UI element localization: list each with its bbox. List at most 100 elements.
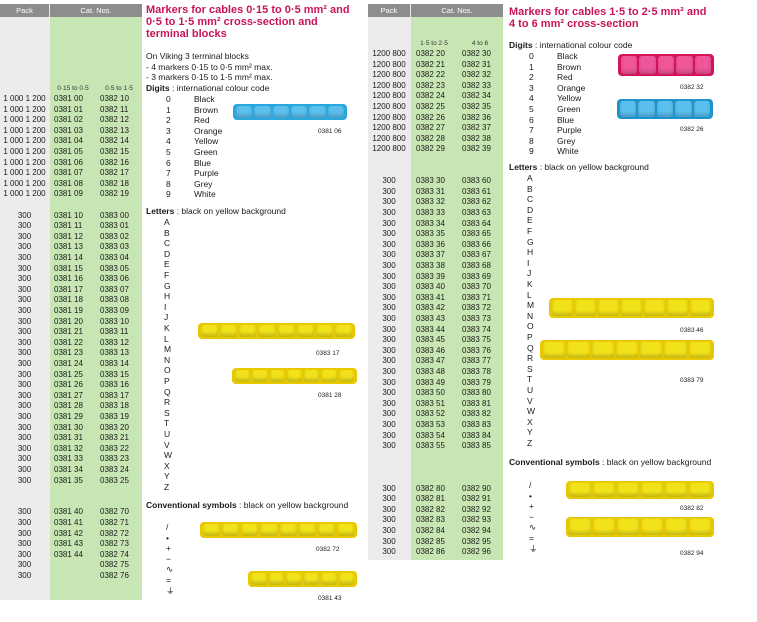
- pack-cell: 300: [17, 507, 32, 517]
- letter-item: U: [527, 385, 534, 395]
- right-table-row: 300 0383 52 0383 82: [0, 409, 491, 420]
- catno-cell-a: 0383 37: [416, 250, 445, 260]
- pack-cell: 1 000 1 200: [3, 104, 46, 114]
- catno-cell-b: 0383 08: [100, 295, 129, 305]
- digit-code: 7: [529, 125, 534, 136]
- letter-item: Z: [164, 482, 170, 492]
- catno-cell-a: 0382 23: [416, 80, 445, 90]
- catno-cell-a: 0381 08: [54, 178, 83, 188]
- catno-cell-a: 0381 07: [54, 168, 83, 178]
- digit-colour-name: Yellow: [194, 136, 219, 147]
- catno-cell-b: 0383 65: [462, 229, 491, 239]
- pack-cell: 300: [17, 475, 32, 485]
- catno-cell-a: 0383 41: [416, 292, 445, 302]
- right-table-row: 300 0383 42 0383 72: [0, 303, 491, 314]
- right-table-row: 1200 800 0382 27 0382 37: [0, 123, 491, 134]
- letter-item: D: [164, 248, 171, 259]
- left-table-row: 300 0381 19 0383 09: [0, 306, 129, 317]
- letter-item: C: [527, 194, 534, 205]
- symbol-item: +: [166, 543, 171, 554]
- catno-cell-a: 0383 33: [416, 208, 445, 217]
- catno-cell-a: 0381 34: [54, 465, 83, 474]
- left-table-row: 300 0381 11 0383 01: [0, 221, 129, 232]
- symbol-item: −: [529, 511, 534, 522]
- catno-cell-b: 0383 18: [100, 401, 129, 411]
- left-table-row: 300 0381 16 0383 06: [0, 274, 129, 285]
- right-table-row: 300 0383 55 0383 85: [0, 441, 491, 452]
- catno-cell-a: 0383 49: [416, 377, 445, 387]
- pack-cell: 300: [17, 433, 32, 443]
- catno-cell-a: 0382 20: [416, 49, 445, 58]
- catno-cell-b: 0382 73: [100, 539, 129, 549]
- digit-code: 3: [529, 82, 534, 93]
- left-pack-column: [0, 4, 50, 600]
- letter-item: V: [527, 395, 533, 406]
- pack-cell: 300: [382, 526, 396, 535]
- pack-cell: 300: [382, 229, 396, 239]
- right-table-row: 300 0383 37 0383 67: [0, 250, 491, 261]
- right-table-row: 300 0383 50 0383 80: [0, 388, 491, 399]
- pack-cell: 300: [17, 539, 32, 549]
- right-ref-4: 0382 82: [680, 505, 704, 512]
- catno-cell-b: 0383 70: [462, 282, 491, 292]
- catno-cell-a: 0383 30: [416, 176, 445, 186]
- catno-cell-a: 0382 28: [416, 133, 445, 143]
- left-table-row: 300 0381 21 0383 11: [0, 327, 129, 338]
- catno-cell-b: 0383 79: [462, 377, 491, 387]
- left-intro-2: - 3 markers 0·15 to 1·5 mm² max.: [146, 72, 273, 82]
- left-table-row: 300 0381 10 0383 00: [0, 211, 129, 222]
- catno-cell-a: 0381 00: [54, 94, 83, 103]
- right-table-row: 300 0383 51 0383 81: [0, 399, 491, 410]
- digit-colour-name: Grey: [557, 135, 576, 146]
- catno-cell-b: 0382 30: [462, 49, 491, 58]
- letter-item: Y: [164, 471, 170, 482]
- catno-cell-b: 0383 84: [462, 430, 491, 440]
- digit-colour-name: Brown: [557, 61, 582, 72]
- letter-item: O: [164, 365, 171, 376]
- pack-cell: 300: [382, 441, 396, 451]
- catno-cell-a: 0381 40: [54, 507, 83, 517]
- catno-cell-b: 0383 23: [100, 454, 129, 464]
- catno-cell-a: 0383 42: [416, 303, 445, 313]
- right-table-row: 300 0383 39 0383 69: [0, 272, 491, 283]
- right-digits-heading: Digits : international colour code: [509, 40, 633, 50]
- pack-cell: 300: [17, 348, 32, 358]
- pack-cell: 300: [382, 282, 396, 292]
- catno-cell-a: 0381 21: [54, 327, 83, 337]
- catno-cell-a: 0382 24: [416, 91, 445, 101]
- right-letters-heading: Letters : black on yellow background: [509, 162, 649, 172]
- catno-cell-b: 0382 38: [462, 133, 491, 143]
- letter-item: W: [164, 450, 173, 461]
- right-table-row: 1200 800 0382 21 0382 31: [0, 60, 491, 71]
- letter-item: F: [527, 226, 533, 236]
- catno-cell-b: 0383 77: [462, 356, 491, 366]
- catno-cell-a: 0383 47: [416, 356, 445, 366]
- left-pack-header: Pack: [0, 4, 49, 17]
- pack-cell: 300: [17, 263, 32, 273]
- catno-cell-a: 0381 27: [54, 390, 83, 400]
- pack-cell: 300: [382, 261, 396, 270]
- digit-code: 5: [529, 104, 534, 114]
- digit-colour-name: Grey: [194, 178, 213, 189]
- catno-cell-b: 0382 17: [100, 168, 129, 178]
- left-table-row: 1 000 1 200 0381 07 0382 17: [0, 168, 129, 179]
- letter-item: O: [527, 321, 534, 332]
- left-table-row: 300 0381 18 0383 08: [0, 295, 129, 306]
- catno-cell-a: 0381 10: [54, 210, 83, 220]
- digit-colour-name: Yellow: [557, 93, 582, 104]
- letter-item: R: [164, 397, 171, 408]
- catno-cell-b: 0383 62: [462, 197, 491, 207]
- catno-cell-a: 0381 20: [54, 316, 83, 326]
- catno-cell-b: 0382 72: [100, 528, 129, 538]
- catno-cell-b: 0382 18: [100, 178, 129, 188]
- pack-cell: 300: [382, 536, 396, 546]
- left-symbol-marker-strip-a: [200, 522, 357, 538]
- catno-cell-a: 0381 01: [54, 104, 83, 114]
- pack-cell: 300: [382, 239, 396, 249]
- letter-item: B: [527, 183, 533, 194]
- pack-cell: 300: [17, 327, 32, 337]
- pack-cell: 300: [382, 494, 396, 504]
- catno-cell-a: 0382 81: [416, 494, 445, 504]
- digit-code: 8: [166, 178, 171, 189]
- left-table-row: 1 000 1 200 0381 03 0382 13: [0, 126, 129, 137]
